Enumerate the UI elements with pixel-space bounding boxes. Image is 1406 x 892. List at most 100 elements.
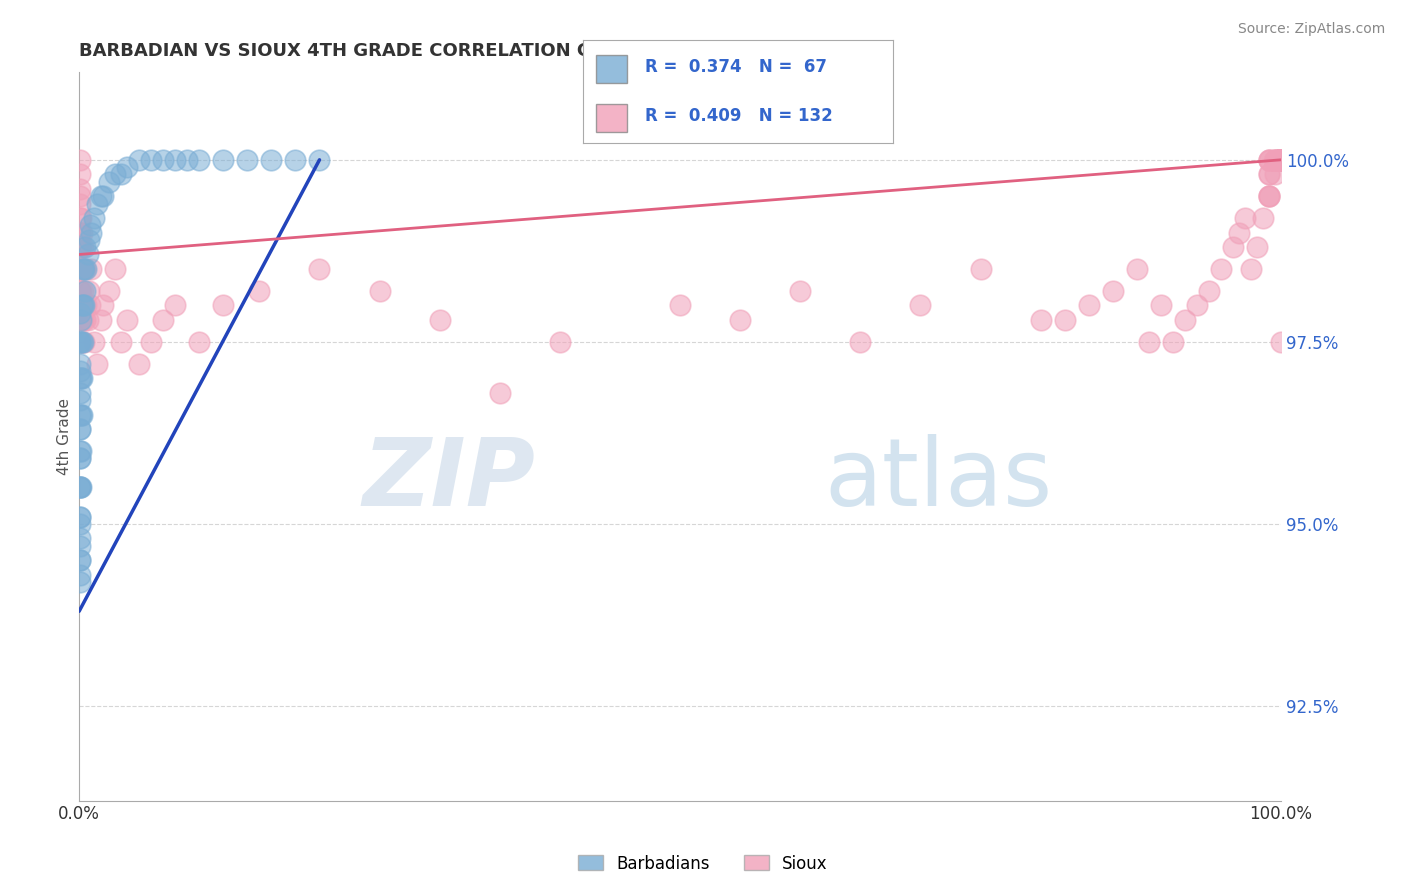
Point xyxy=(69,226,91,240)
Point xyxy=(69,306,91,320)
Point xyxy=(1029,313,1052,327)
Point xyxy=(152,313,174,327)
Point xyxy=(72,262,94,277)
Y-axis label: 4th Grade: 4th Grade xyxy=(58,398,72,475)
Point xyxy=(91,298,114,312)
Point xyxy=(1258,153,1281,167)
Point xyxy=(69,481,91,495)
Point xyxy=(1077,298,1099,312)
Point xyxy=(69,481,91,495)
Point xyxy=(247,284,270,298)
Point xyxy=(76,313,98,327)
Point xyxy=(98,284,121,298)
Point xyxy=(115,160,138,174)
Point xyxy=(849,334,872,349)
Point xyxy=(165,153,187,167)
Point xyxy=(1174,313,1197,327)
Point xyxy=(83,334,105,349)
Point xyxy=(1270,153,1292,167)
Point xyxy=(104,262,127,277)
Point xyxy=(308,153,330,167)
Point xyxy=(69,539,91,553)
Point xyxy=(69,509,91,524)
Point xyxy=(1270,153,1292,167)
Point xyxy=(1270,153,1292,167)
Point xyxy=(728,313,751,327)
Point xyxy=(75,284,97,298)
Point xyxy=(75,262,97,277)
Point xyxy=(69,408,91,422)
Point xyxy=(488,385,510,400)
Point xyxy=(69,357,91,371)
Point xyxy=(69,451,91,466)
Point xyxy=(69,334,91,349)
Point xyxy=(104,167,127,181)
Point xyxy=(1270,153,1292,167)
Point xyxy=(90,313,112,327)
Point xyxy=(70,444,93,458)
Point xyxy=(70,313,93,327)
Point xyxy=(1209,262,1232,277)
Point xyxy=(1270,153,1292,167)
Point xyxy=(73,334,96,349)
Point xyxy=(128,357,150,371)
Point xyxy=(1270,153,1292,167)
Bar xyxy=(596,103,627,132)
Point xyxy=(73,262,96,277)
Text: atlas: atlas xyxy=(824,434,1053,526)
Point xyxy=(1270,153,1292,167)
Point xyxy=(75,313,97,327)
Legend: Barbadians, Sioux: Barbadians, Sioux xyxy=(572,848,834,880)
Point xyxy=(1258,189,1281,203)
Point xyxy=(1270,153,1292,167)
Point xyxy=(69,444,91,458)
Point xyxy=(1258,167,1281,181)
Point xyxy=(79,219,101,233)
Point xyxy=(69,532,91,546)
Point xyxy=(83,211,105,225)
Point xyxy=(70,298,93,312)
Point xyxy=(1270,153,1292,167)
Text: R =  0.409   N = 132: R = 0.409 N = 132 xyxy=(645,107,834,125)
Point xyxy=(1270,153,1292,167)
Point xyxy=(1270,153,1292,167)
Point xyxy=(69,211,91,225)
Point xyxy=(212,298,235,312)
Point xyxy=(70,262,93,277)
Point xyxy=(72,240,94,254)
Point xyxy=(69,481,91,495)
Point xyxy=(69,262,91,277)
Point xyxy=(1137,334,1160,349)
Point xyxy=(1258,153,1281,167)
Point xyxy=(110,167,132,181)
Point xyxy=(1270,153,1292,167)
Point xyxy=(1270,153,1292,167)
Point xyxy=(1198,284,1220,298)
Point xyxy=(1270,153,1292,167)
Point xyxy=(73,298,96,312)
Text: Source: ZipAtlas.com: Source: ZipAtlas.com xyxy=(1237,22,1385,37)
Point xyxy=(69,422,91,436)
Point xyxy=(1270,153,1292,167)
Point xyxy=(69,240,91,254)
Point xyxy=(70,334,93,349)
Point xyxy=(69,262,91,277)
Point xyxy=(1270,153,1292,167)
Point xyxy=(1270,153,1292,167)
Point xyxy=(1270,153,1292,167)
Point xyxy=(1101,284,1123,298)
Point xyxy=(1270,153,1292,167)
Point xyxy=(70,371,93,385)
Point xyxy=(69,298,91,312)
Point xyxy=(69,422,91,436)
Point xyxy=(70,481,93,495)
Point xyxy=(1270,153,1292,167)
Point xyxy=(70,408,93,422)
Point xyxy=(80,262,103,277)
Point xyxy=(79,298,101,312)
Point xyxy=(1270,153,1292,167)
Point xyxy=(1270,153,1292,167)
Point xyxy=(75,262,97,277)
Point xyxy=(1270,153,1292,167)
Point xyxy=(1161,334,1184,349)
